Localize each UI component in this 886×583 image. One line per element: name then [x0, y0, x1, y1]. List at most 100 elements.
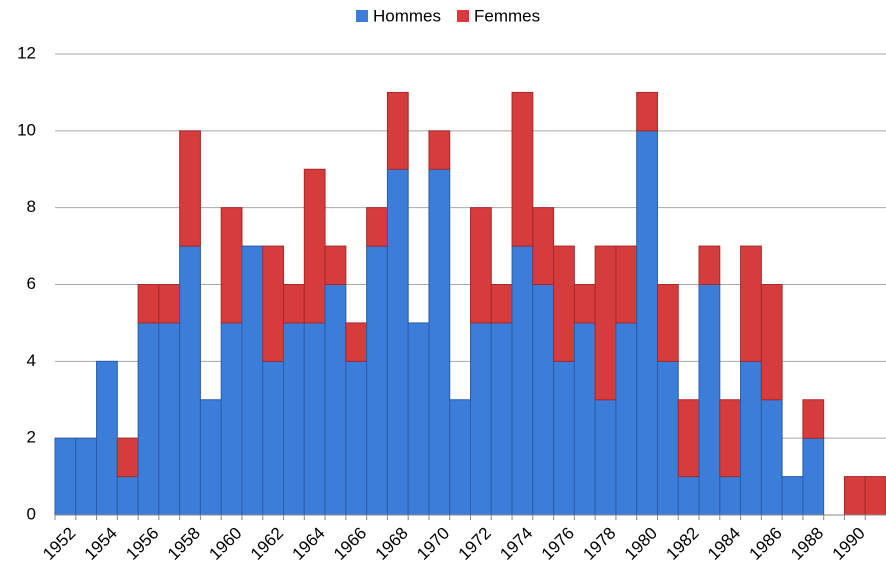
bar-segment [158, 322, 181, 516]
bar-segment [345, 360, 368, 516]
bar-segment [740, 360, 762, 516]
x-tick-label: 1970 [413, 524, 453, 564]
bar-segment [490, 322, 513, 516]
bar-segment [137, 322, 160, 516]
bar-segment [573, 284, 596, 324]
x-tick-label: 1976 [538, 524, 578, 564]
bar-segment [636, 130, 658, 516]
bar-segment [698, 284, 721, 516]
bar-segment [220, 322, 243, 516]
y-tick-label: 4 [27, 351, 36, 370]
bar-segment [386, 91, 409, 170]
y-tick-label: 0 [27, 504, 36, 523]
bar-segment [677, 476, 700, 516]
bar-segment [760, 284, 783, 401]
legend-label: Hommes [373, 6, 441, 25]
x-tick-label: 1956 [122, 524, 162, 564]
bar-segment [760, 399, 783, 516]
bar-segment [303, 168, 326, 324]
bar-segment [511, 91, 534, 247]
bar-segment [781, 476, 804, 516]
x-tick-label: 1974 [496, 524, 536, 564]
bar-segment [428, 168, 451, 516]
bar-segment [615, 245, 638, 324]
bar-segment [75, 437, 98, 516]
y-tick-label: 6 [27, 274, 36, 293]
bar-segment [345, 322, 368, 362]
bar-segment [283, 322, 305, 516]
bar-segment [719, 476, 742, 516]
bar-segment [179, 130, 201, 247]
bar-segment [511, 245, 534, 516]
bar-segment [677, 399, 700, 478]
legend-label: Femmes [474, 6, 540, 25]
bar-segment [262, 360, 285, 516]
x-tick-label: 1972 [455, 524, 495, 564]
bar-segment [158, 284, 181, 324]
bar-segment [470, 207, 492, 324]
x-tick-label: 1960 [205, 524, 245, 564]
x-tick-label: 1984 [704, 524, 744, 564]
bar-segment [532, 207, 555, 286]
x-tick-label: 1952 [39, 524, 79, 564]
y-tick-label: 8 [27, 197, 36, 216]
bar-segment [262, 245, 285, 362]
bar-segment [241, 245, 264, 516]
legend-swatch [457, 10, 470, 22]
bar-segment [636, 91, 658, 132]
bar-segment [449, 399, 472, 516]
x-tick-label: 1990 [829, 524, 869, 564]
bar-segment [407, 322, 430, 516]
x-tick-label: 1988 [787, 524, 827, 564]
y-tick-label: 10 [17, 120, 36, 139]
bar-segment [283, 284, 305, 324]
bar-segment [324, 245, 347, 285]
bar-segment [324, 284, 347, 516]
bar-segment [573, 322, 596, 516]
bar-segment [96, 360, 118, 516]
x-tick-label: 1986 [746, 524, 786, 564]
x-tick-label: 1954 [81, 524, 121, 564]
bar-segment [54, 437, 77, 516]
bar-segment [116, 476, 139, 516]
x-tick-label: 1962 [247, 524, 287, 564]
bar-segment [366, 207, 388, 247]
bar-segment [220, 207, 243, 324]
bar-segment [843, 476, 866, 516]
x-tick-label: 1968 [372, 524, 412, 564]
bar-segment [116, 437, 139, 478]
x-tick-label: 1982 [662, 524, 702, 564]
y-tick-label: 12 [17, 43, 36, 62]
bar-segment [490, 284, 513, 324]
bar-segment [802, 437, 825, 516]
x-tick-label: 1980 [621, 524, 661, 564]
bar-segment [470, 322, 492, 516]
bar-segment [199, 399, 222, 516]
bar-segment [303, 322, 326, 516]
x-tick-label: 1958 [164, 524, 204, 564]
x-tick-label: 1978 [579, 524, 619, 564]
bar-segment [366, 245, 388, 516]
x-tick-label: 1966 [330, 524, 370, 564]
bar-segment [428, 130, 451, 170]
y-tick-label: 2 [27, 428, 36, 447]
bar-segment [656, 360, 679, 516]
bar-segment [802, 399, 825, 439]
bar-segment [137, 284, 160, 324]
bar-segment [532, 284, 555, 516]
legend-swatch [356, 10, 368, 22]
bar-segment [594, 245, 617, 401]
bar-segment [594, 399, 617, 516]
bar-segment [719, 399, 742, 478]
bar-segment [864, 476, 886, 516]
x-tick-label: 1964 [289, 524, 329, 564]
bar-segment [179, 245, 201, 516]
bar-segment [656, 284, 679, 362]
bar-segment [615, 322, 638, 516]
bar-segment [553, 360, 575, 516]
bar-segment [386, 168, 409, 516]
bar-segment [740, 245, 762, 362]
bar-segment [553, 245, 575, 362]
bar-segment [698, 245, 721, 285]
